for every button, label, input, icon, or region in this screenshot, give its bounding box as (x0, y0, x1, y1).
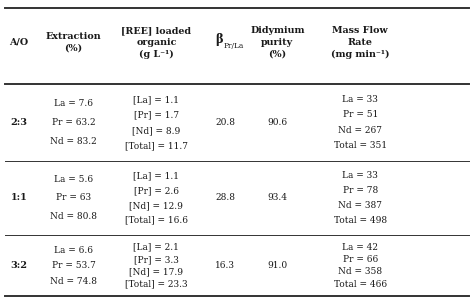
Text: La = 42: La = 42 (342, 243, 378, 252)
Text: Pr = 63: Pr = 63 (56, 194, 91, 202)
Text: [La] = 1.1: [La] = 1.1 (133, 171, 180, 180)
Text: [Total] = 23.3: [Total] = 23.3 (125, 280, 188, 289)
Text: Pr = 78: Pr = 78 (343, 186, 378, 195)
Text: La = 7.6: La = 7.6 (54, 99, 93, 108)
Text: Total = 351: Total = 351 (334, 141, 387, 150)
Text: A/O: A/O (9, 38, 28, 47)
Text: La = 33: La = 33 (342, 95, 378, 104)
Text: 3:2: 3:2 (10, 261, 27, 270)
Text: [Pr] = 2.6: [Pr] = 2.6 (134, 186, 179, 195)
Text: [Total] = 11.7: [Total] = 11.7 (125, 141, 188, 150)
Text: Mass Flow
Rate
(mg min⁻¹): Mass Flow Rate (mg min⁻¹) (331, 26, 390, 58)
Text: Pr = 53.7: Pr = 53.7 (52, 261, 95, 270)
Text: Total = 498: Total = 498 (334, 216, 387, 225)
Text: Nd = 83.2: Nd = 83.2 (50, 137, 97, 146)
Text: Didymium
purity
(%): Didymium purity (%) (250, 26, 304, 58)
Text: Nd = 387: Nd = 387 (338, 201, 382, 210)
Text: [Total] = 16.6: [Total] = 16.6 (125, 216, 188, 225)
Text: La = 33: La = 33 (342, 171, 378, 180)
Text: Pr = 51: Pr = 51 (343, 110, 378, 119)
Text: 20.8: 20.8 (215, 118, 235, 127)
Text: 93.4: 93.4 (267, 194, 287, 202)
Text: 28.8: 28.8 (215, 194, 235, 202)
Text: La = 6.6: La = 6.6 (54, 246, 93, 255)
Text: 16.3: 16.3 (215, 261, 235, 270)
Text: Nd = 80.8: Nd = 80.8 (50, 212, 97, 221)
Text: Pr = 66: Pr = 66 (343, 255, 378, 264)
Text: Nd = 358: Nd = 358 (338, 267, 383, 276)
Text: [Nd] = 17.9: [Nd] = 17.9 (129, 267, 183, 276)
Text: 90.6: 90.6 (267, 118, 287, 127)
Text: 1:1: 1:1 (10, 194, 27, 202)
Text: [La] = 1.1: [La] = 1.1 (133, 95, 180, 104)
Text: [Nd] = 12.9: [Nd] = 12.9 (129, 201, 183, 210)
Text: Nd = 267: Nd = 267 (338, 126, 382, 135)
Text: Nd = 74.8: Nd = 74.8 (50, 277, 97, 286)
Text: [Nd] = 8.9: [Nd] = 8.9 (132, 126, 181, 135)
Text: [Pr] = 1.7: [Pr] = 1.7 (134, 110, 179, 119)
Text: [La] = 2.1: [La] = 2.1 (134, 243, 179, 252)
Text: Total = 466: Total = 466 (334, 280, 387, 289)
Text: [Pr] = 3.3: [Pr] = 3.3 (134, 255, 179, 264)
Text: β: β (215, 33, 223, 46)
Text: Pr = 63.2: Pr = 63.2 (52, 118, 95, 127)
Text: 91.0: 91.0 (267, 261, 287, 270)
Text: 2:3: 2:3 (10, 118, 27, 127)
Text: La = 5.6: La = 5.6 (54, 175, 93, 184)
Text: Pr/La: Pr/La (224, 42, 244, 50)
Text: Extraction
(%): Extraction (%) (46, 32, 101, 53)
Text: [REE] loaded
organic
(g L⁻¹): [REE] loaded organic (g L⁻¹) (121, 26, 191, 58)
